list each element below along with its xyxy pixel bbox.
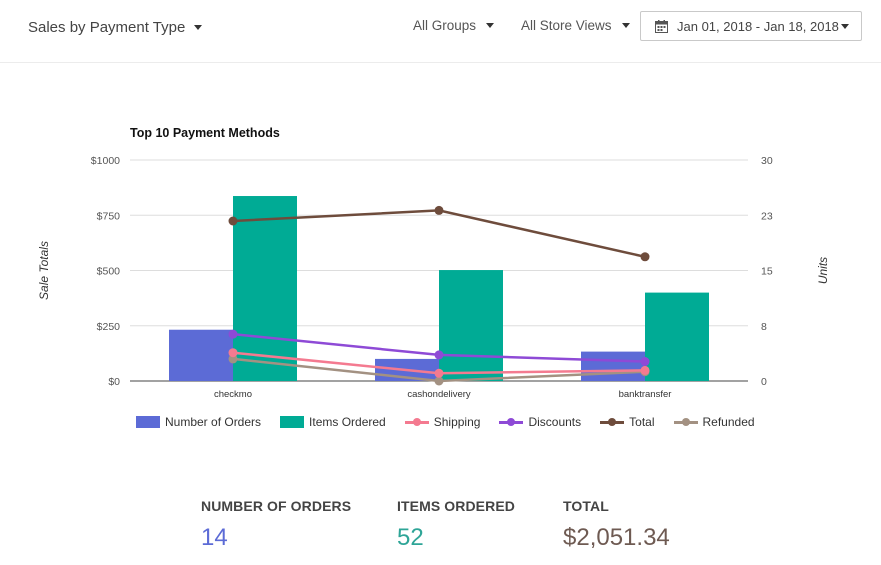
y-axis-label: Sale Totals [37,241,51,300]
point-shipping [640,365,650,375]
legend-swatch-dot [608,418,617,426]
point-shipping [434,368,444,378]
stat-label: NUMBER OF ORDERS [201,498,352,514]
legend-item-items-ordered[interactable]: Items Ordered [280,415,386,429]
y-tick-label: $750 [97,210,121,222]
report-type-dropdown[interactable]: Sales by Payment Type [28,19,203,36]
point-discounts [228,329,238,339]
stat-value: 14 [201,524,228,551]
store-view-filter-dropdown[interactable]: All Store Views [521,18,630,33]
point-refunded [228,354,238,364]
report-title: Sales by Payment Type [28,19,186,36]
group-filter-dropdown[interactable]: All Groups [413,18,495,33]
legend-label: Shipping [433,415,481,429]
y-tick-label: $0 [108,376,120,388]
point-total [640,252,650,262]
x-tick-label: banktransfer [619,389,672,400]
legend-swatch [404,416,429,428]
stat-value: 52 [397,524,424,551]
calendar-icon [655,19,668,33]
y-tick-label: $500 [97,266,121,278]
bar-items-ordered [645,292,709,381]
legend-swatch [136,416,160,428]
chart-title: Top 10 Payment Methods [130,126,280,140]
point-discounts [434,350,444,360]
legend-item-total[interactable]: Total [600,415,655,429]
y2-tick-label: 15 [761,266,773,278]
legend-item-shipping[interactable]: Shipping [404,415,481,429]
summary-stats: NUMBER OF ORDERS 14 ITEMS ORDERED 52 TOTAL $2… [0,498,881,565]
bar-items-ordered [233,196,297,381]
group-filter-label: All Groups [413,18,477,33]
point-shipping [228,348,238,358]
bar-number-of-orders [169,329,233,381]
stat-total: TOTAL $2,051.34 [563,498,670,552]
legend-label: Items Ordered [309,415,386,429]
point-refunded [434,376,444,386]
chevron-down-icon [486,23,495,28]
chevron-down-icon [841,23,849,29]
chart-canvas: Top 10 Payment Methods $1000 $750 $500 $250 $… [37,126,830,400]
legend-label: Refunded [702,415,755,429]
legend-item-number-of-orders[interactable]: Number of Orders [136,415,261,429]
stat-value: $2,051.34 [563,524,670,551]
legend-item-discounts[interactable]: Discounts [499,415,581,429]
y2-tick-label: 30 [761,155,773,167]
legend-label: Number of Orders [165,415,262,429]
legend-swatch [673,416,698,428]
y-tick-label: $250 [97,321,121,333]
date-range-picker[interactable]: Jan 01, 2018 - Jan 18, 2018 [640,11,862,41]
store-view-filter-label: All Store Views [521,18,612,33]
y2-tick-label: 0 [761,376,767,388]
chart-legend: Number of Orders Items Ordered Shipping Dis… [136,415,774,429]
stat-items-ordered: ITEMS ORDERED 52 [397,498,515,552]
y-tick-label: $1000 [91,155,120,167]
point-discounts [640,357,650,367]
point-total [434,205,444,215]
legend-swatch-dot [681,418,690,426]
y2-tick-label: 23 [761,210,773,222]
legend-swatch-dot [412,418,421,426]
date-range-value: Jan 01, 2018 - Jan 18, 2018 [677,18,839,34]
legend-item-refunded[interactable]: Refunded [673,415,755,429]
bar-items-ordered [439,270,503,381]
chevron-down-icon [621,23,630,28]
stat-label: ITEMS ORDERED [397,498,515,514]
stat-label: TOTAL [563,498,609,514]
legend-label: Total [629,415,655,429]
report-header: Sales by Payment Type All Groups All Sto… [0,0,881,63]
payment-methods-chart: Top 10 Payment Methods $1000 $750 $500 $250 $… [0,63,881,453]
legend-swatch-dot [507,418,516,426]
legend-swatch [600,416,625,428]
legend-swatch [280,416,305,428]
legend-swatch [499,416,524,428]
x-tick-label: cashondelivery [407,389,471,400]
bar-number-of-orders [581,351,645,381]
point-total [228,216,238,226]
y2-axis-label: Units [816,257,830,284]
legend-label: Discounts [528,415,582,429]
stat-number-of-orders: NUMBER OF ORDERS 14 [201,498,351,552]
chevron-down-icon [194,25,203,30]
y2-tick-label: 8 [761,321,767,333]
x-tick-label: checkmo [214,389,252,400]
